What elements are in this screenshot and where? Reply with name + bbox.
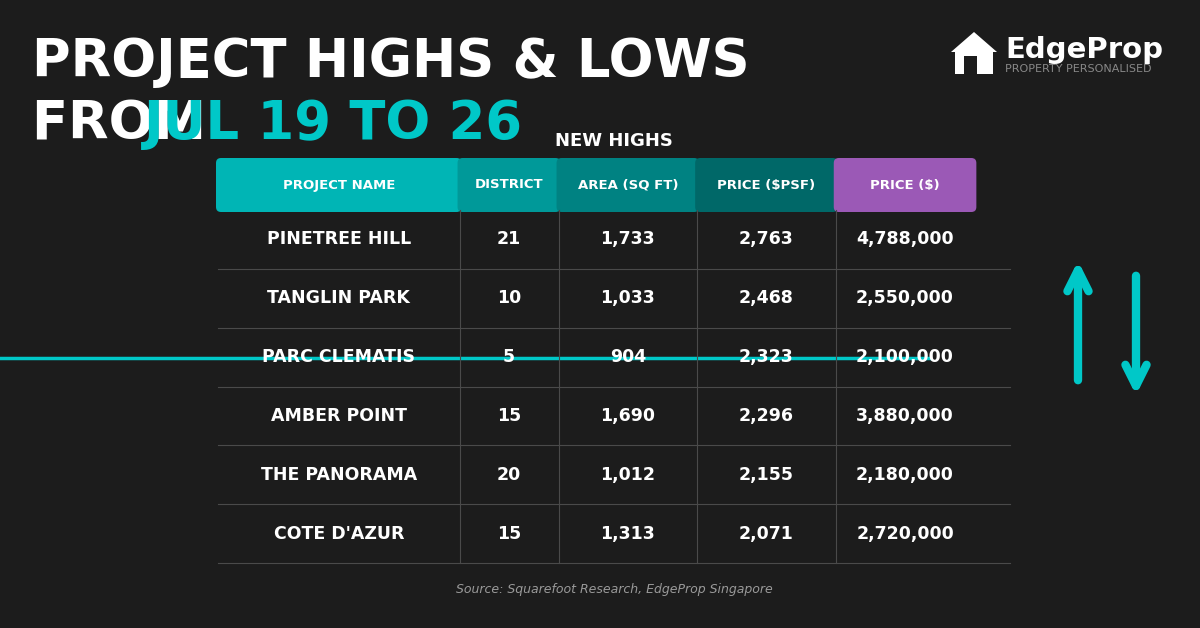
Text: 2,071: 2,071 (739, 524, 794, 543)
FancyBboxPatch shape (557, 158, 700, 212)
Text: 1,313: 1,313 (600, 524, 655, 543)
Text: Source: Squarefoot Research, EdgeProp Singapore: Source: Squarefoot Research, EdgeProp Si… (456, 583, 773, 596)
FancyBboxPatch shape (695, 158, 838, 212)
Text: 10: 10 (497, 290, 521, 307)
Text: 2,763: 2,763 (739, 230, 794, 249)
Text: FROM: FROM (32, 98, 224, 150)
Text: DISTRICT: DISTRICT (475, 178, 544, 192)
Text: 2,323: 2,323 (739, 348, 794, 366)
Text: 2,100,000: 2,100,000 (856, 348, 954, 366)
Text: 15: 15 (497, 524, 521, 543)
FancyBboxPatch shape (457, 158, 560, 212)
Text: TANGLIN PARK: TANGLIN PARK (268, 290, 410, 307)
Polygon shape (952, 32, 997, 52)
Bar (964, 56, 977, 74)
Text: JUL 19 TO 26: JUL 19 TO 26 (144, 98, 523, 150)
Text: 5: 5 (503, 348, 515, 366)
Text: 2,155: 2,155 (739, 466, 794, 484)
Text: AREA (SQ FT): AREA (SQ FT) (577, 178, 678, 192)
Text: PINETREE HILL: PINETREE HILL (266, 230, 410, 249)
Text: 21: 21 (497, 230, 521, 249)
Text: 2,720,000: 2,720,000 (856, 524, 954, 543)
Text: 15: 15 (497, 407, 521, 425)
Text: 904: 904 (610, 348, 646, 366)
FancyBboxPatch shape (216, 158, 462, 212)
Text: PROJECT NAME: PROJECT NAME (282, 178, 395, 192)
Text: NEW HIGHS: NEW HIGHS (556, 132, 673, 150)
Text: EdgeProp: EdgeProp (1006, 36, 1163, 64)
Text: PRICE ($): PRICE ($) (870, 178, 940, 192)
Text: 2,468: 2,468 (739, 290, 794, 307)
Text: 20: 20 (497, 466, 521, 484)
Text: 1,012: 1,012 (600, 466, 655, 484)
Text: 2,296: 2,296 (739, 407, 794, 425)
Text: 4,788,000: 4,788,000 (857, 230, 954, 249)
Polygon shape (955, 36, 994, 74)
Text: 2,180,000: 2,180,000 (856, 466, 954, 484)
Text: THE PANORAMA: THE PANORAMA (260, 466, 416, 484)
Text: COTE D'AZUR: COTE D'AZUR (274, 524, 404, 543)
Text: 1,733: 1,733 (600, 230, 655, 249)
Text: AMBER POINT: AMBER POINT (271, 407, 407, 425)
FancyBboxPatch shape (834, 158, 977, 212)
Text: 1,033: 1,033 (600, 290, 655, 307)
Text: 1,690: 1,690 (600, 407, 655, 425)
Text: PROPERTY PERSONALISED: PROPERTY PERSONALISED (1006, 64, 1152, 74)
Text: 3,880,000: 3,880,000 (856, 407, 954, 425)
Text: PARC CLEMATIS: PARC CLEMATIS (263, 348, 415, 366)
Text: PROJECT HIGHS & LOWS: PROJECT HIGHS & LOWS (32, 36, 750, 88)
Text: 2,550,000: 2,550,000 (856, 290, 954, 307)
Text: PRICE ($PSF): PRICE ($PSF) (718, 178, 816, 192)
